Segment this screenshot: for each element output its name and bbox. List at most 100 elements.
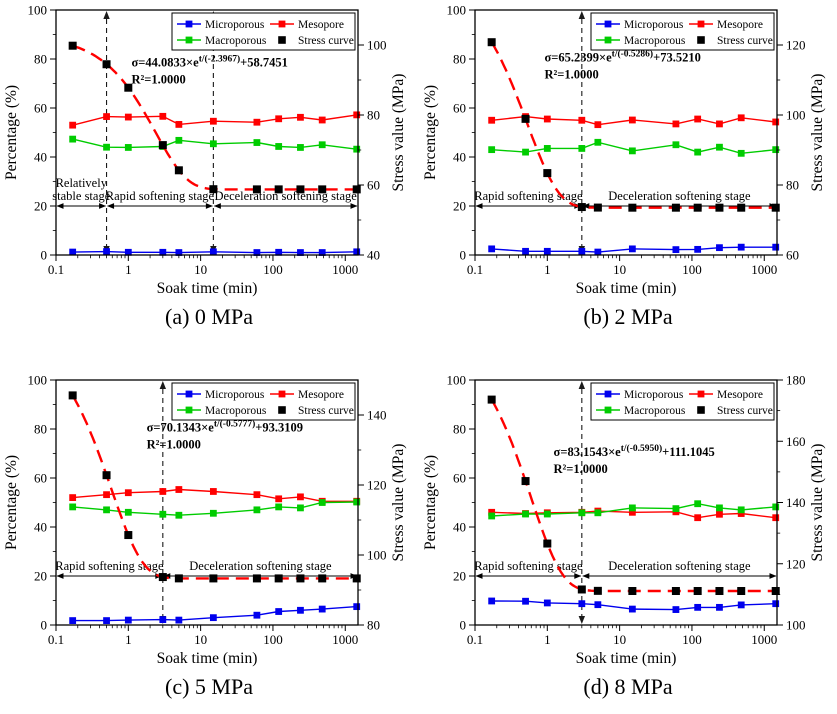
svg-text:σ=65.2399×et/(-0.5286)+73.5210: σ=65.2399×et/(-0.5286)+73.5210	[544, 48, 700, 64]
svg-text:10: 10	[613, 262, 626, 277]
y-axis-left-title: Percentage (%)	[3, 85, 20, 180]
svg-text:80: 80	[367, 618, 380, 633]
svg-text:Stress curve: Stress curve	[717, 35, 773, 47]
svg-text:40: 40	[34, 150, 47, 165]
svg-text:100: 100	[28, 3, 48, 18]
subplot-a: Relatively stable stage Rapid softening st…	[0, 0, 418, 300]
svg-text:Deceleration softening stage: Deceleration softening stage	[215, 189, 358, 203]
svg-text:60: 60	[453, 471, 466, 486]
svg-text:60: 60	[367, 178, 380, 193]
svg-text:20: 20	[453, 569, 466, 584]
svg-text:0.1: 0.1	[467, 632, 483, 647]
svg-text:100: 100	[367, 548, 387, 563]
svg-text:Microporous: Microporous	[205, 389, 265, 401]
series-macroporous	[69, 498, 361, 519]
svg-text:100: 100	[786, 108, 806, 123]
svg-text:10: 10	[194, 632, 207, 647]
caption-b: (b) 2 MPa	[583, 304, 673, 329]
chart-b-svg: Rapid softening stage Deceleration soften…	[422, 3, 826, 298]
y-axis-left-title: Percentage (%)	[422, 455, 439, 550]
series-microporous	[69, 603, 361, 624]
series-macroporous	[69, 135, 361, 153]
stress-curve	[487, 395, 780, 596]
legend: Microporous Mesopore Macroporous Stress cur…	[171, 12, 356, 51]
svg-text:R²=1.0000: R²=1.0000	[132, 72, 186, 86]
svg-text:60: 60	[34, 101, 47, 116]
svg-text:10: 10	[194, 262, 207, 277]
legend: Microporous Mesopore Macroporous Stress cur…	[590, 12, 775, 51]
series-macroporous	[488, 500, 780, 520]
svg-text:0: 0	[41, 618, 48, 633]
svg-text:0: 0	[460, 248, 467, 263]
svg-text:180: 180	[786, 373, 806, 388]
series-mesopore	[488, 113, 780, 129]
svg-text:Stress curve: Stress curve	[298, 405, 354, 417]
chart-c-svg: Rapid softening stage Deceleration soften…	[3, 373, 407, 668]
y-axis-left-title: Percentage (%)	[3, 455, 20, 550]
svg-text:60: 60	[34, 471, 47, 486]
svg-text:100: 100	[28, 373, 48, 388]
axes: 0.1 1 10 100 1000 0 20 40 60 80 100 80 100 120 140 Perc…	[3, 373, 407, 668]
svg-text:stable stage: stable stage	[52, 189, 110, 203]
y-axis-right-title: Stress value (MPa)	[390, 74, 407, 192]
svg-text:80: 80	[367, 108, 380, 123]
caption-c: (c) 5 MPa	[165, 674, 253, 699]
svg-text:0: 0	[460, 618, 467, 633]
svg-text:R²=1.0000: R²=1.0000	[147, 437, 201, 451]
stress-curve	[68, 41, 361, 194]
svg-text:1000: 1000	[751, 632, 777, 647]
svg-text:Stress curve: Stress curve	[717, 405, 773, 417]
svg-text:1: 1	[544, 262, 551, 277]
svg-text:Rapid softening stage: Rapid softening stage	[474, 559, 583, 573]
subplot-c: Rapid softening stage Deceleration soften…	[0, 370, 418, 670]
svg-text:40: 40	[367, 248, 380, 263]
svg-text:20: 20	[453, 199, 466, 214]
svg-text:40: 40	[453, 150, 466, 165]
svg-text:100: 100	[263, 262, 283, 277]
svg-text:120: 120	[367, 478, 387, 493]
svg-text:Mesopore: Mesopore	[717, 19, 763, 31]
svg-text:20: 20	[34, 199, 47, 214]
x-axis-title: Soak time (min)	[157, 280, 258, 297]
series-microporous	[488, 243, 780, 256]
stress-curve	[68, 391, 361, 583]
svg-text:40: 40	[453, 520, 466, 535]
svg-text:Macroporous: Macroporous	[205, 35, 267, 47]
svg-text:Macroporous: Macroporous	[624, 405, 686, 417]
svg-text:10: 10	[613, 632, 626, 647]
svg-text:60: 60	[453, 101, 466, 116]
x-axis-title: Soak time (min)	[157, 650, 258, 667]
svg-text:120: 120	[786, 38, 806, 53]
stress-curve	[487, 38, 780, 212]
svg-text:σ=83.1543×et/(-0.5950)+111.104: σ=83.1543×et/(-0.5950)+111.1045	[554, 443, 715, 459]
svg-text:80: 80	[786, 178, 799, 193]
svg-text:Deceleration softening stage: Deceleration softening stage	[608, 559, 751, 573]
svg-text:Macroporous: Macroporous	[205, 405, 267, 417]
series-macroporous	[488, 138, 780, 157]
axes: 0.1 1 10 100 1000 0 20 40 60 80 100 60 80 100 120 Perce…	[422, 3, 826, 298]
svg-text:Microporous: Microporous	[205, 19, 265, 31]
svg-text:80: 80	[453, 52, 466, 67]
stage-annotations: Rapid softening stage Deceleration soften…	[474, 381, 777, 624]
svg-text:Macroporous: Macroporous	[624, 35, 686, 47]
legend: Microporous Mesopore Macroporous Stress cur…	[590, 382, 775, 421]
series-microporous	[69, 248, 361, 256]
svg-text:20: 20	[34, 569, 47, 584]
caption-d: (d) 8 MPa	[583, 674, 673, 699]
svg-text:80: 80	[453, 422, 466, 437]
svg-text:80: 80	[34, 52, 47, 67]
subplot-d: Rapid softening stage Deceleration soften…	[419, 370, 837, 670]
svg-text:100: 100	[367, 38, 387, 53]
series-mesopore	[69, 111, 361, 129]
svg-text:160: 160	[786, 434, 806, 449]
y-axis-right-title: Stress value (MPa)	[390, 444, 407, 562]
svg-text:Rapid softening stage: Rapid softening stage	[55, 559, 164, 573]
y-axis-right-title: Stress value (MPa)	[809, 444, 826, 562]
svg-text:1000: 1000	[332, 632, 358, 647]
svg-text:100: 100	[786, 618, 806, 633]
svg-text:40: 40	[34, 520, 47, 535]
svg-text:100: 100	[682, 632, 702, 647]
svg-text:120: 120	[786, 556, 806, 571]
svg-text:100: 100	[263, 632, 283, 647]
